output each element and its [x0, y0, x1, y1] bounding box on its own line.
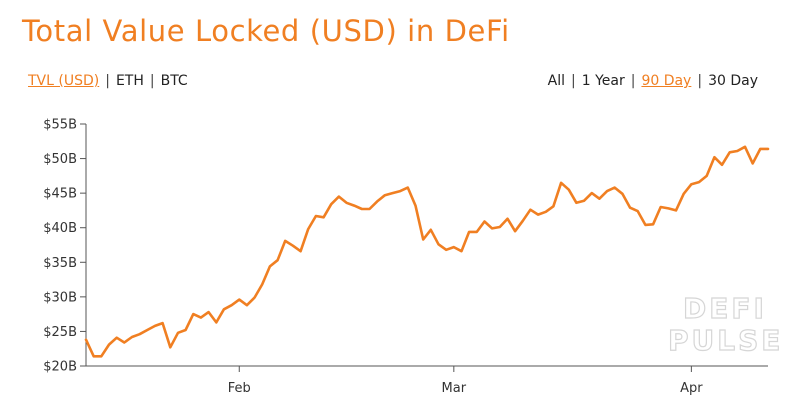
toggle-btc[interactable]: BTC: [160, 73, 188, 89]
y-tick-label: $45B: [43, 187, 77, 202]
watermark-line-2: PULSE: [668, 324, 783, 357]
toggle-tvl-usd[interactable]: TVL (USD): [28, 73, 100, 89]
separator: |: [105, 73, 110, 89]
x-tick-label: Feb: [228, 381, 251, 396]
y-tick-label: $35B: [43, 256, 77, 271]
toggle-range-1-year[interactable]: 1 Year: [581, 73, 625, 89]
x-tick-label: Apr: [680, 381, 703, 396]
series-line: [84, 145, 770, 358]
toggle-range-90-day[interactable]: 90 Day: [641, 73, 692, 89]
separator: |: [697, 73, 703, 89]
y-tick-label: $55B: [43, 118, 77, 133]
toggle-range-all[interactable]: All: [547, 73, 565, 89]
y-tick-label: $40B: [43, 221, 77, 236]
toggle-eth[interactable]: ETH: [115, 73, 144, 89]
y-tick-label: $50B: [43, 152, 77, 167]
watermark-line-1: DEFI: [683, 292, 767, 325]
separator: |: [149, 73, 155, 89]
y-tick-label: $30B: [43, 290, 77, 305]
separator: |: [630, 73, 636, 89]
x-tick-label: Mar: [442, 381, 467, 396]
page-title: Total Value Locked (USD) in DeFi: [22, 14, 510, 48]
y-tick-label: $25B: [43, 325, 77, 340]
metric-toggle-group: TVL (USD) | ETH | BTC: [28, 73, 188, 89]
range-toggle-group: All | 1 Year | 90 Day | 30 Day: [548, 73, 758, 89]
y-tick-label: $20B: [43, 360, 77, 375]
separator: |: [571, 73, 576, 89]
toggle-range-30-day[interactable]: 30 Day: [708, 73, 758, 89]
